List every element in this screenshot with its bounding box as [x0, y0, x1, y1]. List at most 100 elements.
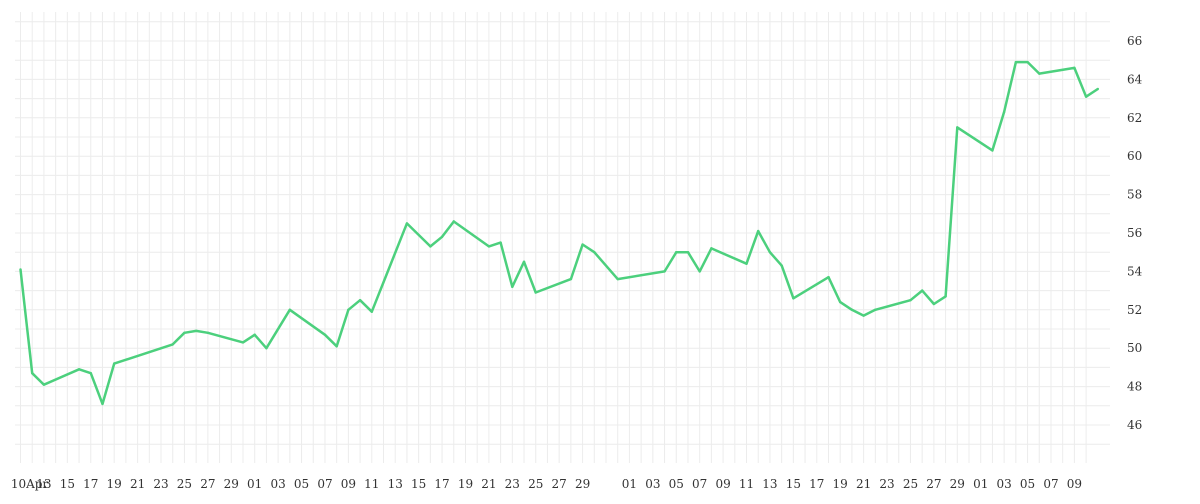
x-tick-label: 23	[505, 477, 520, 491]
data-point	[241, 341, 245, 344]
x-tick-label: 03	[996, 477, 1011, 491]
data-point	[710, 247, 713, 250]
x-tick-label: 29	[224, 477, 239, 491]
data-point	[663, 270, 666, 273]
x-tick-label: 13	[36, 477, 51, 491]
x-tick-label: 19	[833, 477, 848, 491]
x-tick-label: 25	[903, 477, 918, 491]
data-point	[101, 402, 104, 406]
data-point	[839, 300, 842, 304]
data-point	[745, 262, 748, 265]
data-point	[194, 329, 198, 333]
y-tick-label: 66	[1127, 34, 1142, 48]
data-point	[499, 241, 502, 244]
data-point	[19, 268, 22, 271]
data-point	[850, 308, 854, 311]
data-point	[429, 245, 432, 248]
data-point	[253, 333, 256, 336]
x-tick-label: 09	[341, 477, 356, 491]
x-tick-label: 21	[856, 477, 871, 491]
y-tick-label: 48	[1127, 380, 1142, 394]
data-point	[932, 302, 936, 306]
data-point	[862, 314, 865, 317]
data-point	[89, 371, 92, 375]
x-tick-label: 11	[739, 477, 754, 491]
x-tick-label: 13	[762, 477, 777, 491]
data-point	[991, 149, 994, 152]
data-point	[675, 251, 678, 254]
data-point	[920, 289, 924, 292]
y-tick-label: 58	[1127, 188, 1142, 202]
series-layer	[19, 60, 1100, 406]
x-tick-label: 27	[200, 477, 215, 491]
x-tick-label: 01	[247, 477, 262, 491]
x-tick-label: 07	[692, 477, 707, 491]
x-tick-label: 15	[411, 477, 426, 491]
data-point	[487, 245, 491, 248]
x-tick-label: 15	[786, 477, 801, 491]
data-point	[1002, 110, 1006, 114]
data-point	[1014, 60, 1018, 64]
data-point	[909, 299, 912, 302]
x-tick-label: 23	[879, 477, 894, 491]
x-tick-label: 19	[107, 477, 122, 491]
data-point	[956, 126, 959, 129]
data-point	[1026, 60, 1029, 64]
x-tick-label: 21	[130, 477, 145, 491]
data-point	[616, 277, 619, 281]
data-point	[792, 297, 795, 300]
data-point	[1073, 66, 1076, 70]
x-tick-label: 25	[177, 477, 192, 491]
x-tick-label: 05	[1020, 477, 1035, 491]
data-point	[405, 222, 409, 225]
x-tick-label: 09	[1067, 477, 1082, 491]
x-tick-label: 01	[622, 477, 637, 491]
x-tick-label: 23	[153, 477, 168, 491]
y-tick-label: 52	[1127, 303, 1142, 317]
data-point	[31, 371, 34, 375]
x-tick-label: 27	[926, 477, 941, 491]
x-tick-label: 21	[481, 477, 496, 491]
data-point	[347, 308, 350, 311]
x-tick-label: 07	[1043, 477, 1058, 491]
data-point	[358, 299, 362, 302]
data-point	[1038, 72, 1041, 75]
data-point	[686, 251, 690, 254]
data-point	[206, 331, 210, 335]
data-point	[944, 295, 947, 298]
grid-lines	[15, 12, 1110, 463]
x-tick-label: 01	[973, 477, 988, 491]
data-point	[522, 260, 526, 263]
data-point	[768, 251, 772, 254]
data-point	[42, 383, 46, 386]
data-point	[112, 362, 116, 365]
x-tick-label: 05	[669, 477, 684, 491]
data-point	[288, 308, 292, 311]
data-point	[511, 285, 514, 288]
data-point	[698, 270, 701, 273]
data-point	[323, 333, 327, 336]
x-tick-label: 11	[364, 477, 379, 491]
x-tick-label: 13	[388, 477, 403, 491]
y-tick-label: 54	[1127, 264, 1143, 278]
x-tick-label: 17	[83, 477, 98, 491]
y-axis-labels: 46 48 50 52 54 56 58 60 62 64 66	[1127, 34, 1143, 432]
x-tick-label: 19	[458, 477, 473, 491]
data-point	[77, 368, 81, 371]
data-point	[183, 331, 186, 335]
x-tick-label: 25	[528, 477, 543, 491]
x-tick-label: 10Apr	[11, 477, 49, 491]
y-tick-label: 50	[1127, 341, 1142, 355]
data-point	[370, 310, 373, 313]
y-tick-label: 46	[1127, 418, 1142, 432]
x-tick-label: 07	[317, 477, 332, 491]
x-tick-label: 29	[950, 477, 965, 491]
y-tick-label: 62	[1127, 111, 1142, 125]
x-tick-label: 27	[552, 477, 567, 491]
data-point	[534, 291, 537, 294]
y-tick-label: 64	[1127, 72, 1143, 86]
x-tick-label: 15	[60, 477, 75, 491]
data-point	[440, 235, 444, 239]
